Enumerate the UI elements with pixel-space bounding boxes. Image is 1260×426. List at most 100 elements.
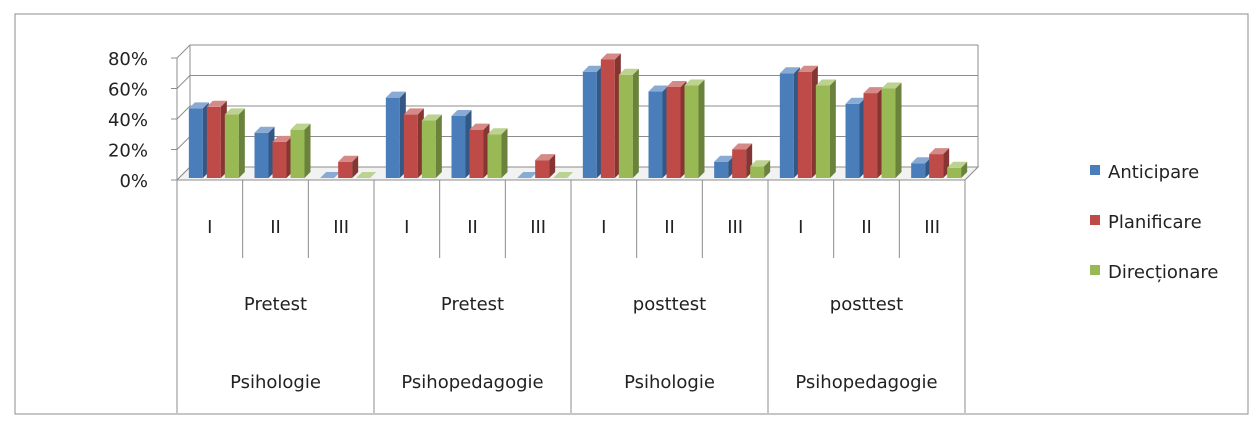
x-category-label: III: [333, 217, 349, 238]
x-group-label: posttest: [633, 294, 706, 315]
bar-direc-ionare: [619, 69, 639, 178]
x-supergroup-label: Psihopedagogie: [401, 372, 543, 393]
bar-side: [633, 69, 639, 178]
legend-label: Anticipare: [1108, 162, 1199, 183]
bar-front: [535, 160, 549, 178]
bar-planificare: [929, 148, 949, 178]
bar-planificare: [207, 101, 227, 178]
bar-front: [864, 93, 878, 178]
bar-front: [619, 75, 633, 178]
bar-side: [305, 124, 311, 178]
x-category-label: I: [207, 217, 212, 238]
x-category-label: II: [270, 217, 281, 238]
x-supergroup-label: Psihologie: [230, 372, 321, 393]
legend-swatch: [1090, 165, 1100, 175]
x-category-label: I: [404, 217, 409, 238]
x-category-label: II: [467, 217, 478, 238]
y-tick-label: 80%: [108, 49, 148, 70]
bar-planificare: [798, 66, 818, 178]
bar-front: [189, 108, 203, 178]
bar-front: [452, 116, 466, 178]
bar-front: [386, 98, 400, 178]
legend-item: Direcționare: [1090, 262, 1218, 283]
x-category-label: III: [924, 217, 940, 238]
x-category-label: II: [861, 217, 872, 238]
bar-front: [911, 163, 925, 178]
y-tick-label: 60%: [108, 80, 148, 101]
x-supergroup-label: Psihopedagogie: [795, 372, 937, 393]
bar-front: [667, 87, 681, 178]
x-category-label: II: [664, 217, 675, 238]
bar-anticipare: [846, 98, 866, 178]
legend-swatch: [1090, 215, 1100, 225]
legend: Anticipare Planificare Direcționare: [1090, 162, 1218, 283]
bar-front: [798, 72, 812, 178]
bar-front: [207, 107, 221, 178]
x-category-label: III: [727, 217, 743, 238]
bar-planificare: [273, 136, 293, 178]
bar-side: [436, 115, 442, 178]
bar-anticipare: [780, 67, 800, 178]
bar-anticipare: [583, 66, 603, 178]
bar-front: [470, 130, 484, 178]
bar-direc-ionare: [816, 79, 836, 178]
bar-front: [929, 154, 943, 178]
x-category-label: III: [530, 217, 546, 238]
bar-front: [404, 114, 418, 178]
bar-front: [780, 73, 794, 178]
bar-front: [291, 130, 305, 178]
bar-front: [714, 162, 728, 178]
x-category-label: I: [601, 217, 606, 238]
bar-anticipare: [386, 92, 406, 178]
bar-direc-ionare: [225, 108, 245, 178]
bar-planificare: [601, 54, 621, 178]
bar-side: [896, 83, 902, 179]
bar-anticipare: [714, 156, 734, 178]
bar-direc-ionare: [488, 128, 508, 178]
bar-front: [583, 72, 597, 178]
bar-front: [225, 114, 239, 178]
bar-anticipare: [189, 102, 209, 178]
x-group-label: Pretest: [244, 294, 307, 315]
x-category-label: I: [798, 217, 803, 238]
bar-side: [830, 79, 836, 178]
bar-front: [882, 89, 896, 179]
bar-direc-ionare: [685, 79, 705, 178]
bar-direc-ionare: [882, 83, 902, 179]
bar-anticipare: [255, 127, 275, 178]
bar-anticipare: [649, 86, 669, 178]
bar-front: [255, 133, 269, 178]
bar-direc-ionare: [422, 115, 442, 178]
bar-planificare: [404, 108, 424, 178]
bar-planificare: [338, 156, 358, 178]
bar-planificare: [732, 144, 752, 179]
bar-planificare: [667, 81, 687, 178]
bar-front: [488, 134, 502, 178]
y-tick-label: 0%: [119, 171, 148, 192]
bar-anticipare: [911, 157, 931, 178]
bar-front: [685, 85, 699, 178]
bar-planificare: [864, 87, 884, 178]
bar-front: [601, 60, 615, 178]
legend-label: Planificare: [1108, 212, 1202, 233]
x-group-label: Pretest: [441, 294, 504, 315]
legend-label: Direcționare: [1108, 262, 1218, 283]
bar-front: [846, 104, 860, 178]
bar-front: [649, 92, 663, 178]
bar-front: [816, 85, 830, 178]
bar-front: [338, 162, 352, 178]
bar-planificare: [470, 124, 490, 178]
bar-planificare: [535, 154, 555, 178]
x-group-label: posttest: [830, 294, 903, 315]
y-tick-label: 40%: [108, 110, 148, 131]
bar-direc-ionare: [291, 124, 311, 178]
bar-anticipare: [452, 110, 472, 178]
x-supergroup-label: Psihologie: [624, 372, 715, 393]
legend-swatch: [1090, 265, 1100, 275]
bar-front: [273, 142, 287, 178]
bar-front: [947, 168, 961, 178]
bar-side: [502, 128, 508, 178]
bar-front: [732, 150, 746, 179]
